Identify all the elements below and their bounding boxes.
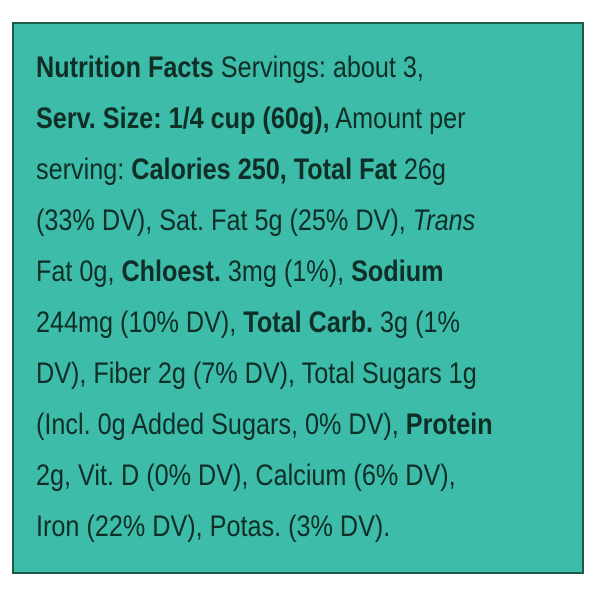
text-segment: Chloest.: [121, 255, 221, 288]
text-segment: (33% DV), Sat. Fat 5g (25% DV),: [36, 204, 413, 237]
text-segment: Amount per: [329, 102, 466, 135]
text-segment: Iron (22% DV), Potas. (3% DV).: [36, 510, 391, 543]
text-line: Iron (22% DV), Potas. (3% DV).: [36, 501, 493, 552]
text-segment: 26g: [396, 153, 446, 186]
text-line: Fat 0g, Chloest. 3mg (1%), Sodium: [36, 246, 493, 297]
nutrition-text: Nutrition Facts Servings: about 3, Serv. …: [36, 42, 580, 552]
text-segment: Serv. Size: 1/4 cup (60g),: [36, 102, 330, 135]
text-line: (Incl. 0g Added Sugars, 0% DV), Protein: [36, 399, 493, 450]
text-line: serving: Calories 250, Total Fat 26g: [36, 144, 493, 195]
nutrition-panel: Nutrition Facts Servings: about 3, Serv. …: [12, 22, 584, 574]
text-segment: Total Carb.: [243, 306, 374, 339]
text-segment: DV), Fiber 2g (7% DV), Total Sugars 1g: [36, 357, 477, 390]
text-segment: 2g, Vit. D (0% DV), Calcium (6% DV),: [36, 459, 456, 492]
text-segment: Sodium: [351, 255, 444, 288]
text-line: 244mg (10% DV), Total Carb. 3g (1%: [36, 297, 493, 348]
text-segment: 244mg (10% DV),: [36, 306, 244, 339]
text-line: DV), Fiber 2g (7% DV), Total Sugars 1g: [36, 348, 493, 399]
text-segment: Nutrition Facts: [36, 51, 214, 84]
text-segment: serving:: [36, 153, 132, 186]
text-line: Serv. Size: 1/4 cup (60g), Amount per: [36, 93, 493, 144]
text-segment: Fat 0g,: [36, 255, 122, 288]
text-segment: 3g (1%: [373, 306, 460, 339]
text-segment: Protein: [405, 408, 493, 441]
text-segment: (Incl. 0g Added Sugars, 0% DV),: [36, 408, 406, 441]
text-line: Nutrition Facts Servings: about 3,: [36, 42, 493, 93]
text-segment: 3mg (1%),: [220, 255, 352, 288]
text-line: (33% DV), Sat. Fat 5g (25% DV), Trans: [36, 195, 493, 246]
text-segment: Calories 250, Total Fat: [131, 153, 397, 186]
text-line: 2g, Vit. D (0% DV), Calcium (6% DV),: [36, 450, 493, 501]
text-segment: Trans: [412, 204, 476, 237]
text-segment: Servings: about 3,: [213, 51, 424, 84]
